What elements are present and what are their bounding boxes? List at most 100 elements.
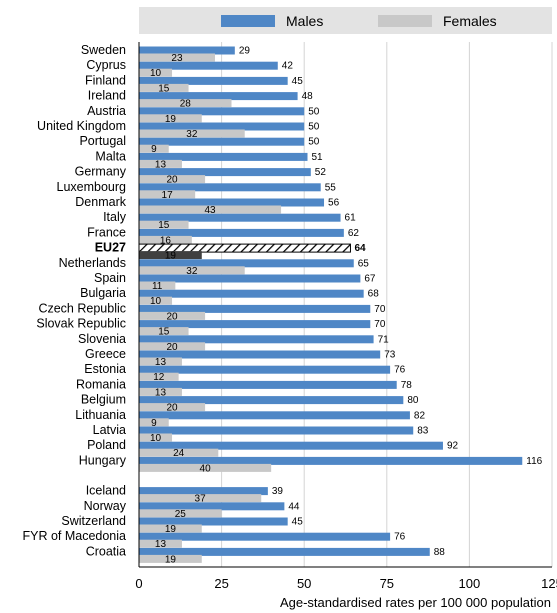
bar-females [139,463,272,472]
value-label-males: 42 [282,61,294,72]
bar-males [139,228,344,237]
bar-females [139,235,192,244]
bar-males [139,502,285,511]
bar-males [139,289,364,298]
value-label-males: 29 [239,46,251,57]
value-label-females: 15 [158,327,170,338]
bar-males [139,365,391,374]
value-label-females: 19 [165,554,177,565]
bar-females [139,266,245,275]
category-label: Portugal [79,134,126,148]
value-label-females: 28 [180,99,192,110]
value-label-males: 88 [434,547,446,558]
category-label: Germany [75,165,127,179]
category-label: Finland [85,73,126,87]
bar-males [139,320,371,329]
bar-females [139,418,169,427]
category-label: Ireland [88,89,126,103]
bar-females [139,372,179,381]
value-label-males: 50 [308,122,320,133]
bar-females [139,524,202,533]
value-label-males: 48 [302,91,314,102]
category-label: FYR of Macedonia [22,529,126,543]
legend-swatch-females [378,14,432,27]
bar-males [139,61,278,70]
value-label-females: 19 [165,114,177,125]
value-label-females: 10 [150,296,162,307]
value-label-males: 83 [417,426,429,437]
bar-males [139,456,523,465]
value-label-females: 10 [150,433,162,444]
category-label: EU27 [95,241,126,255]
value-label-males: 45 [292,76,304,87]
category-label: Iceland [86,484,126,498]
value-label-males: 80 [407,395,419,406]
value-label-females: 32 [186,129,198,140]
bar-males [139,380,397,389]
value-label-females: 20 [166,311,178,322]
value-label-males: 76 [394,365,406,376]
value-label-males: 55 [325,182,337,193]
value-label-females: 23 [171,53,183,64]
category-label: Sweden [81,43,126,57]
value-label-males: 62 [348,228,360,239]
category-label: Bulgaria [80,286,126,300]
bar-females [139,539,182,548]
category-label: Greece [85,347,126,361]
value-label-females: 20 [166,342,178,353]
value-label-males: 65 [358,258,370,269]
value-label-females: 15 [158,220,170,231]
category-label: Slovenia [78,332,126,346]
bar-females [139,342,206,351]
bar-males [139,107,305,116]
value-label-males: 82 [414,410,426,421]
value-label-females: 32 [186,266,198,277]
bar-females [139,159,182,168]
category-label: Hungary [79,453,127,467]
bar-males [139,76,288,85]
legend: Males Females [139,7,552,34]
bar-females [139,251,202,260]
category-label: France [87,225,126,239]
x-axis-title: Age-standardised rates per 100 000 popul… [280,595,551,610]
bar-males [139,517,288,526]
bar-males [139,411,410,420]
category-label: Luxembourg [57,180,127,194]
value-label-males: 50 [308,106,320,117]
x-tick-label: 100 [459,576,481,591]
bar-males [139,274,361,283]
bar-females [139,175,206,184]
value-label-females: 19 [165,524,177,535]
value-label-females: 12 [153,372,165,383]
bar-males [139,122,305,131]
value-label-males: 44 [288,501,300,512]
legend-item-females: Females [378,7,497,34]
category-label: Norway [84,499,127,513]
value-label-males: 70 [374,304,386,315]
bar-females [139,327,189,336]
value-label-females: 16 [160,235,172,246]
bar-males [139,335,374,344]
bar-males [139,92,298,101]
bars: 29 23 42 10 45 15 48 28 50 19 50 32 50 9 51 13 52 20 55 17 5… [138,46,543,565]
bar-females [139,357,182,366]
value-label-females: 20 [166,175,178,186]
x-tick-label: 0 [135,576,142,591]
value-label-males: 78 [401,380,413,391]
bar-females [139,403,206,412]
category-label: Switzerland [61,514,126,528]
bar-females [139,296,173,305]
bar-females [139,53,215,62]
category-label: Poland [87,438,126,452]
value-label-males: 68 [368,289,380,300]
bar-males [139,426,414,435]
value-label-males: 92 [447,441,459,452]
bar-females [139,83,189,92]
bar-females [139,433,173,442]
category-label: Latvia [93,423,126,437]
value-label-females: 37 [195,494,207,505]
x-tick-label: 50 [297,576,311,591]
category-label: Romania [76,377,126,391]
bar-males [139,487,268,496]
